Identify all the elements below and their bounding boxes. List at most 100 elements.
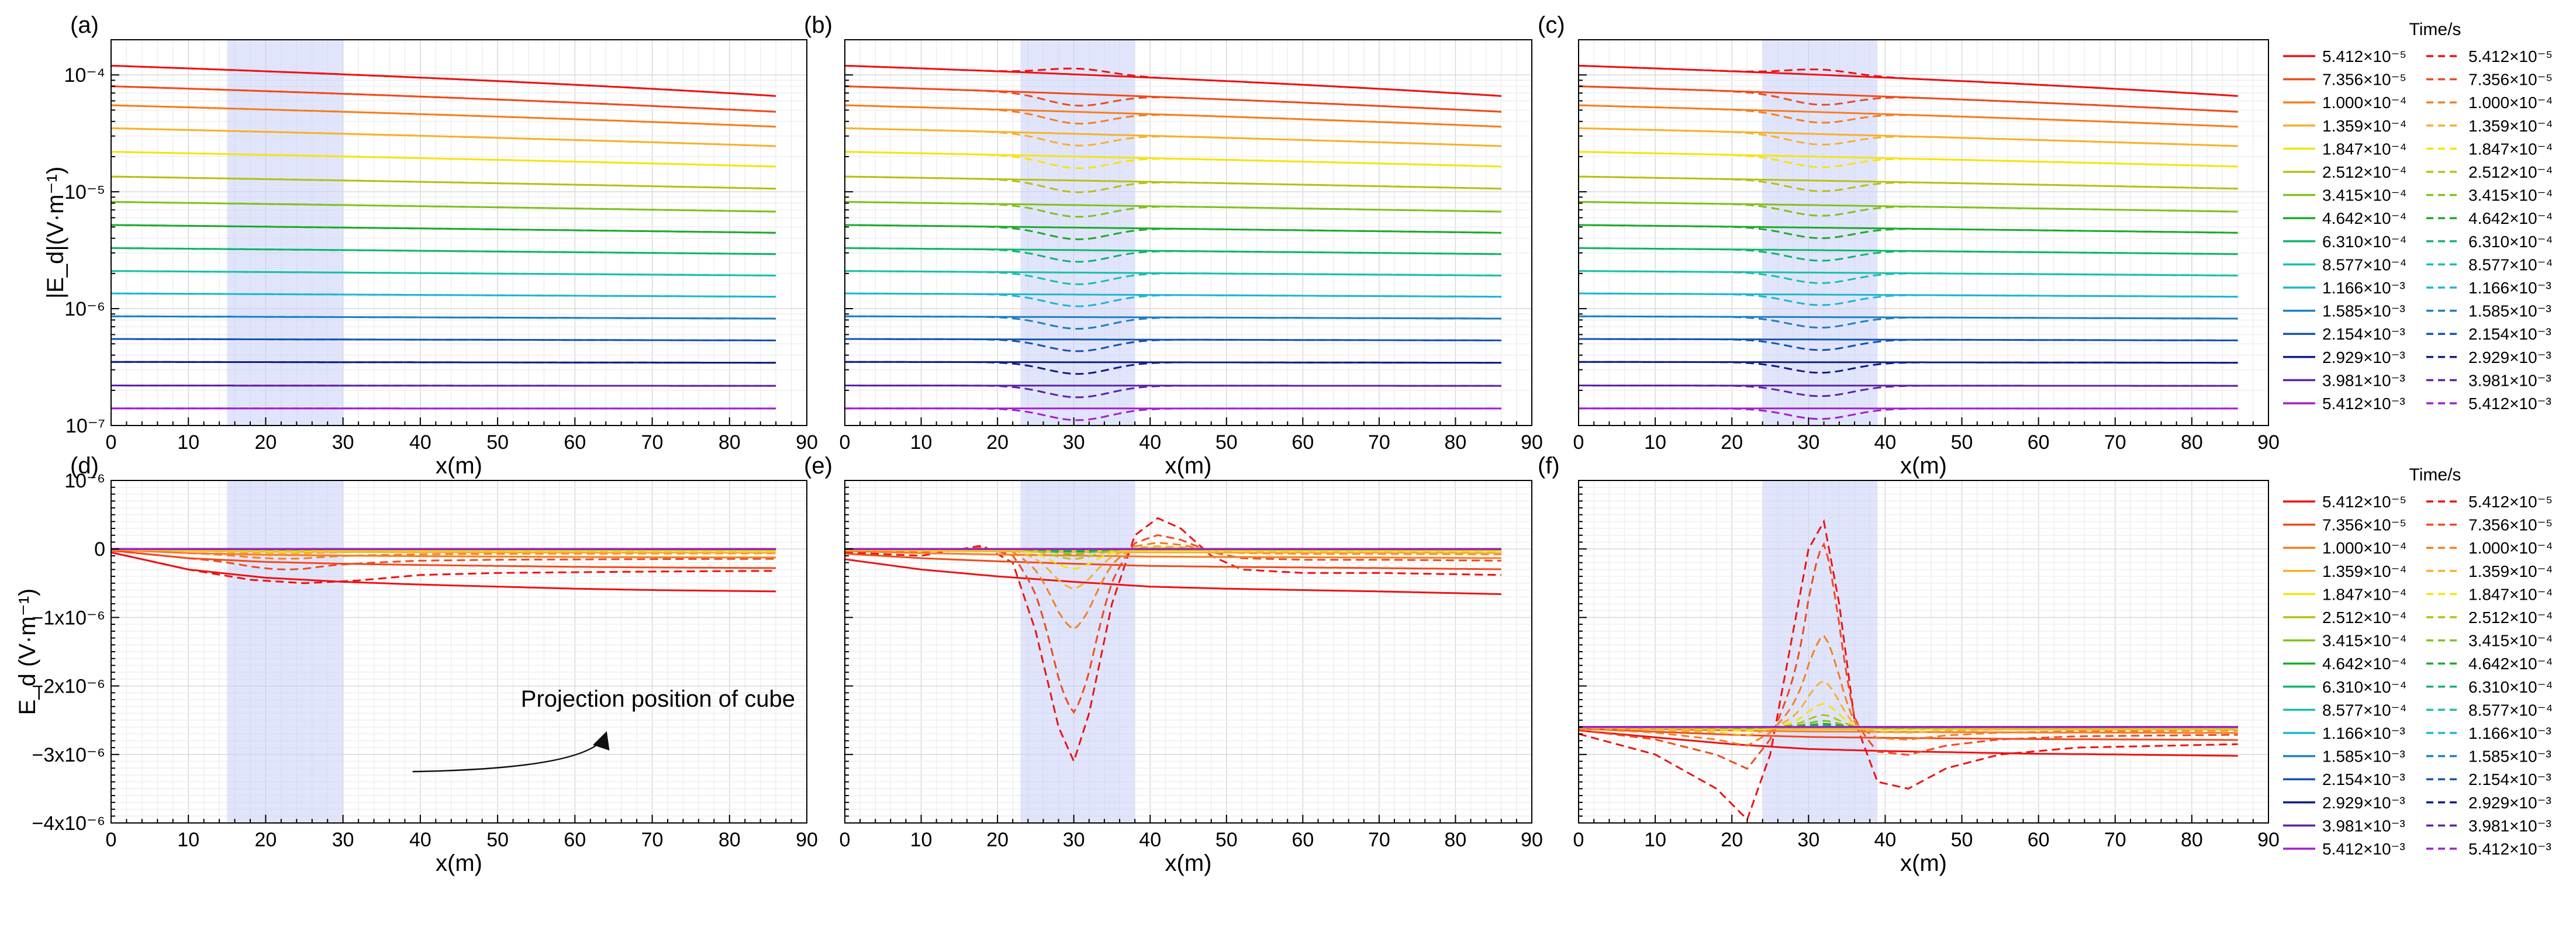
axes-frame [111, 39, 807, 426]
legend-label-solid: 4.642×10⁻⁴ [2322, 209, 2406, 227]
series-dashed-12 [845, 338, 1501, 352]
series-dashed-0 [844, 64, 1501, 97]
legend-label-solid: 3.981×10⁻³ [2322, 817, 2405, 835]
x-tick-label: 40 [1874, 431, 1897, 454]
legend-label-dashed: 1.166×10⁻³ [2468, 279, 2551, 297]
legend-title: Time/s [2409, 465, 2461, 485]
x-tick-label: 60 [2028, 829, 2050, 851]
x-tick-label: 0 [106, 829, 117, 851]
legend-label-dashed: 6.310×10⁻⁴ [2468, 233, 2553, 251]
legend-label-solid: 5.412×10⁻³ [2322, 395, 2405, 413]
series-dashed-6 [845, 200, 1501, 218]
legend-label-solid: 5.412×10⁻⁵ [2322, 47, 2406, 65]
series-dashed-1 [1578, 542, 2238, 770]
legend-label-dashed: 7.356×10⁻⁵ [2468, 516, 2553, 534]
legend-label-dashed: 3.415×10⁻⁴ [2468, 632, 2553, 650]
cube-projection-region [1762, 40, 1878, 426]
panel-label: (d) [70, 453, 99, 479]
x-tick-label: 20 [255, 829, 277, 851]
legend-label-dashed: 2.929×10⁻³ [2468, 794, 2551, 812]
series-group [111, 548, 776, 593]
legend-label-solid: 5.412×10⁻³ [2322, 840, 2405, 858]
legend-label-solid: 7.356×10⁻⁵ [2322, 71, 2406, 89]
legend-label-dashed: 5.412×10⁻³ [2468, 395, 2551, 413]
legend-label-dashed: 1.847×10⁻⁴ [2468, 140, 2553, 158]
series-dashed-11 [845, 315, 1501, 330]
series-dashed-14 [845, 385, 1501, 399]
series-solid-0 [111, 64, 776, 97]
series-solid-3 [844, 549, 1501, 554]
x-tick-label: 70 [2104, 829, 2126, 851]
legend-label-dashed: 2.154×10⁻³ [2468, 770, 2551, 788]
legend-label-dashed: 1.585×10⁻³ [2468, 302, 2551, 320]
series-dashed-7 [111, 224, 776, 234]
legend-label-dashed: 1.585×10⁻³ [2468, 748, 2551, 766]
x-tick-label: 70 [1368, 829, 1390, 851]
x-tick-label: 40 [409, 431, 431, 454]
x-axis-label: x(m) [1165, 453, 1212, 479]
legend-label-dashed: 6.310×10⁻⁴ [2468, 678, 2553, 696]
legend-label-solid: 2.154×10⁻³ [2322, 325, 2405, 343]
x-tick-label: 30 [332, 829, 354, 851]
series-group [111, 64, 776, 410]
series-dashed-5 [1578, 175, 2238, 192]
x-tick-label: 70 [2104, 431, 2126, 454]
x-tick-label: 80 [2181, 829, 2203, 851]
cube-projection-region [1020, 480, 1135, 823]
panel-e: 0 10 20 30 40 50 60 70 80 90 (e) x(m) [804, 453, 1543, 876]
series-solid-10 [111, 292, 776, 298]
series-solid-0 [844, 64, 1501, 97]
legend-label-solid: 7.356×10⁻⁵ [2322, 516, 2406, 534]
cube-projection-region [227, 480, 343, 823]
legend-label-dashed: 5.412×10⁻³ [2468, 840, 2551, 858]
y-tick-label: 10⁻⁵ [64, 181, 105, 203]
series-solid-1 [111, 549, 776, 569]
x-axis-label: x(m) [436, 453, 482, 479]
legend-label-dashed: 2.929×10⁻³ [2468, 348, 2551, 366]
series-dashed-12 [111, 338, 776, 341]
x-tick-label: 20 [1721, 829, 1743, 851]
series-solid-0 [844, 558, 1501, 596]
series-solid-4 [111, 151, 776, 168]
x-tick-label: 80 [2181, 431, 2203, 454]
x-tick-label: 0 [1573, 431, 1584, 454]
y-tick-label: 0 [94, 538, 105, 561]
series-solid-3 [1578, 127, 2238, 147]
series-dashed-2 [1578, 104, 2238, 128]
series-dashed-4 [1578, 703, 2238, 732]
x-tick-label: 40 [1874, 829, 1897, 851]
panel-c: 0 10 20 30 40 50 60 70 80 90 (c) x(m) [1538, 12, 2280, 479]
series-dashed-10 [845, 292, 1501, 307]
y-tick-label: −2x10⁻⁶ [32, 676, 105, 698]
series-dashed-1 [844, 85, 1501, 113]
series-dashed-1 [111, 549, 776, 570]
legend-label-solid: 1.000×10⁻⁴ [2322, 539, 2406, 557]
x-tick-label: 50 [1951, 431, 1973, 454]
series-dashed-5 [111, 175, 776, 190]
legend-label-dashed: 1.000×10⁻⁴ [2468, 539, 2553, 557]
legend-label-dashed: 3.415×10⁻⁴ [2468, 186, 2553, 205]
legend-label-solid: 1.359×10⁻⁴ [2322, 117, 2406, 135]
x-tick-label: 0 [1573, 829, 1584, 851]
axes-frame [844, 39, 1532, 426]
y-tick-label: 10⁻⁶ [64, 470, 105, 492]
y-tick-label: −4x10⁻⁶ [32, 812, 105, 835]
grid [1578, 480, 2269, 824]
x-tick-label: 60 [2028, 431, 2050, 454]
series-dashed-6 [1579, 200, 2238, 217]
x-tick-label: 30 [1063, 431, 1085, 454]
series-dashed-8 [1579, 247, 2238, 262]
y-tick-label: −1x10⁻⁶ [32, 607, 105, 629]
series-dashed-3 [1578, 127, 2238, 147]
x-tick-label: 30 [332, 431, 354, 454]
cube-projection-region [1762, 480, 1878, 823]
series-dashed-0 [1578, 64, 2238, 97]
legend-label-dashed: 8.577×10⁻⁴ [2468, 701, 2553, 719]
legend-label-solid: 1.847×10⁻⁴ [2322, 585, 2406, 603]
series-dashed-11 [111, 315, 776, 320]
series-solid-0 [1578, 64, 2238, 97]
series-dashed-13 [845, 361, 1501, 375]
series-solid-2 [844, 550, 1501, 559]
x-tick-label: 90 [1521, 431, 1543, 454]
legend-label-dashed: 8.577×10⁻⁴ [2468, 255, 2553, 274]
